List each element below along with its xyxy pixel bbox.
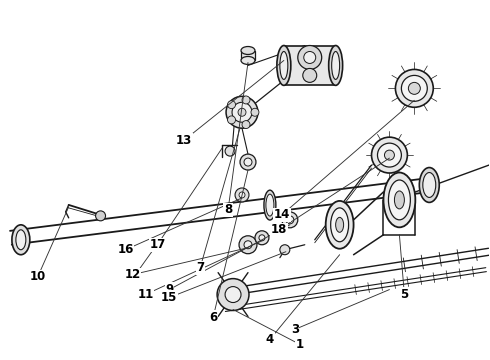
Text: 13: 13 bbox=[176, 134, 193, 147]
Circle shape bbox=[226, 96, 258, 128]
Circle shape bbox=[217, 279, 249, 310]
Circle shape bbox=[239, 236, 257, 254]
Ellipse shape bbox=[371, 137, 407, 173]
Circle shape bbox=[96, 211, 105, 221]
Circle shape bbox=[244, 158, 252, 166]
Circle shape bbox=[240, 154, 256, 170]
Bar bbox=[284, 45, 336, 85]
Text: 5: 5 bbox=[400, 288, 409, 301]
Text: 12: 12 bbox=[124, 268, 141, 281]
Text: 8: 8 bbox=[224, 203, 232, 216]
Ellipse shape bbox=[336, 217, 343, 232]
Text: 16: 16 bbox=[117, 243, 134, 256]
Circle shape bbox=[303, 68, 317, 82]
Text: 9: 9 bbox=[165, 283, 173, 296]
Text: 1: 1 bbox=[296, 338, 304, 351]
Circle shape bbox=[239, 192, 245, 198]
Circle shape bbox=[227, 101, 236, 109]
Circle shape bbox=[225, 287, 241, 302]
Ellipse shape bbox=[12, 225, 30, 255]
Circle shape bbox=[255, 231, 269, 245]
Ellipse shape bbox=[377, 143, 401, 167]
Text: 6: 6 bbox=[209, 311, 217, 324]
Text: 7: 7 bbox=[196, 261, 204, 274]
Text: 15: 15 bbox=[161, 291, 177, 304]
Text: 3: 3 bbox=[291, 323, 299, 336]
Text: 4: 4 bbox=[266, 333, 274, 346]
Bar bbox=[241, 50, 255, 60]
Circle shape bbox=[235, 188, 249, 202]
Circle shape bbox=[244, 241, 252, 249]
Circle shape bbox=[280, 245, 290, 255]
Ellipse shape bbox=[241, 57, 255, 64]
Circle shape bbox=[298, 45, 322, 69]
Circle shape bbox=[242, 121, 250, 129]
Circle shape bbox=[251, 108, 259, 116]
Ellipse shape bbox=[395, 69, 433, 107]
Ellipse shape bbox=[384, 172, 416, 227]
Circle shape bbox=[259, 235, 265, 241]
Text: 17: 17 bbox=[149, 238, 166, 251]
Ellipse shape bbox=[326, 201, 354, 249]
Text: 2: 2 bbox=[131, 268, 140, 281]
Circle shape bbox=[225, 146, 235, 156]
Ellipse shape bbox=[266, 194, 274, 216]
Ellipse shape bbox=[385, 150, 394, 160]
Ellipse shape bbox=[423, 172, 436, 197]
Circle shape bbox=[227, 116, 236, 124]
Ellipse shape bbox=[16, 230, 26, 250]
Ellipse shape bbox=[332, 51, 340, 80]
Circle shape bbox=[286, 216, 294, 224]
Ellipse shape bbox=[394, 191, 404, 209]
Ellipse shape bbox=[329, 45, 343, 85]
Circle shape bbox=[232, 102, 252, 122]
Text: 10: 10 bbox=[30, 270, 46, 283]
Ellipse shape bbox=[408, 82, 420, 94]
Ellipse shape bbox=[280, 51, 288, 80]
Ellipse shape bbox=[277, 45, 291, 85]
Text: 11: 11 bbox=[137, 288, 153, 301]
Circle shape bbox=[242, 96, 250, 104]
Ellipse shape bbox=[401, 75, 427, 101]
Ellipse shape bbox=[419, 167, 439, 202]
Text: 18: 18 bbox=[270, 223, 287, 236]
Ellipse shape bbox=[241, 46, 255, 54]
Ellipse shape bbox=[264, 190, 276, 220]
Ellipse shape bbox=[389, 180, 410, 220]
Circle shape bbox=[282, 212, 298, 228]
Text: 14: 14 bbox=[274, 208, 290, 221]
Circle shape bbox=[304, 51, 316, 63]
Ellipse shape bbox=[331, 208, 348, 242]
Circle shape bbox=[238, 108, 246, 116]
